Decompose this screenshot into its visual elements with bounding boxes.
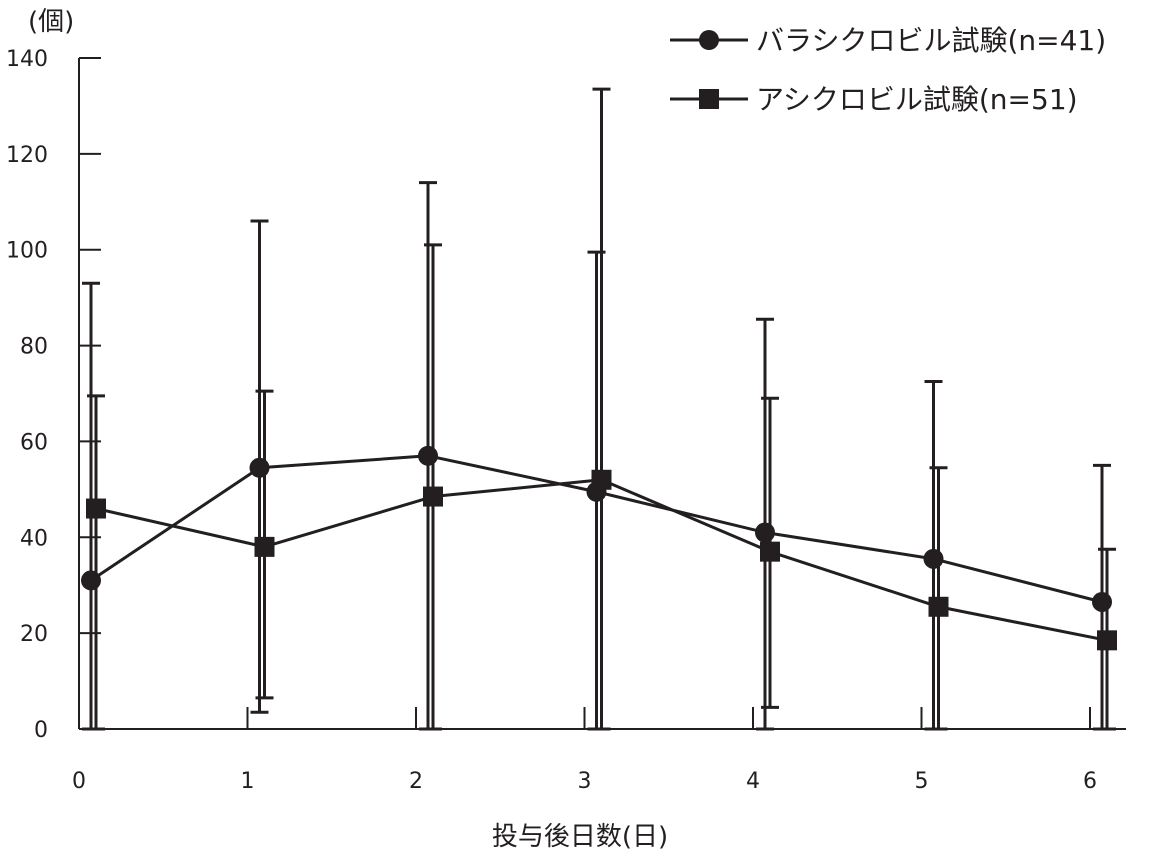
legend-marker-circle bbox=[699, 30, 719, 50]
x-tick-label: 3 bbox=[578, 769, 592, 794]
data-point-circle bbox=[249, 457, 270, 478]
x-axis-title: 投与後日数(日) bbox=[492, 822, 668, 852]
y-axis-title: (個) bbox=[28, 7, 74, 37]
x-tick-label: 1 bbox=[241, 769, 255, 794]
y-tick-label: 0 bbox=[34, 718, 48, 743]
y-axis-ticks: 0 20 40 60 80 100 120 140 bbox=[6, 47, 101, 743]
legend: バラシクロビル試験(n=41) アシクロビル試験(n=51) bbox=[670, 24, 1106, 116]
data-point-circle bbox=[1092, 591, 1112, 612]
x-axis-ticks: 0 1 2 3 4 5 6 bbox=[72, 707, 1097, 794]
data-point-circle bbox=[755, 522, 775, 543]
legend-label-series-2: アシクロビル試験(n=51) bbox=[756, 83, 1078, 116]
y-tick-label: 40 bbox=[20, 526, 48, 551]
data-point-square bbox=[1097, 630, 1117, 651]
data-point-circle bbox=[81, 570, 101, 591]
data-point-square bbox=[254, 536, 275, 557]
x-tick-label: 0 bbox=[72, 769, 86, 794]
data-point-circle bbox=[923, 548, 944, 569]
y-tick-label: 80 bbox=[20, 335, 48, 360]
y-tick-label: 100 bbox=[6, 239, 48, 264]
x-tick-label: 6 bbox=[1083, 769, 1097, 794]
data-point-square bbox=[591, 469, 612, 490]
x-tick-label: 2 bbox=[409, 769, 423, 794]
legend-marker-square bbox=[699, 89, 719, 109]
data-point-square bbox=[928, 596, 949, 617]
y-tick-label: 140 bbox=[6, 47, 48, 72]
legend-label-series-1: バラシクロビル試験(n=41) bbox=[756, 24, 1106, 57]
x-tick-label: 4 bbox=[746, 769, 760, 794]
data-point-square bbox=[423, 486, 443, 507]
data-point-square bbox=[760, 541, 780, 562]
series-markers bbox=[81, 445, 1117, 651]
y-tick-label: 60 bbox=[20, 430, 48, 455]
data-point-square bbox=[86, 498, 106, 519]
data-point-circle bbox=[418, 445, 438, 466]
error-bars bbox=[82, 87, 1116, 731]
y-tick-label: 120 bbox=[6, 143, 48, 168]
x-tick-label: 5 bbox=[915, 769, 929, 794]
y-tick-label: 20 bbox=[20, 622, 48, 647]
